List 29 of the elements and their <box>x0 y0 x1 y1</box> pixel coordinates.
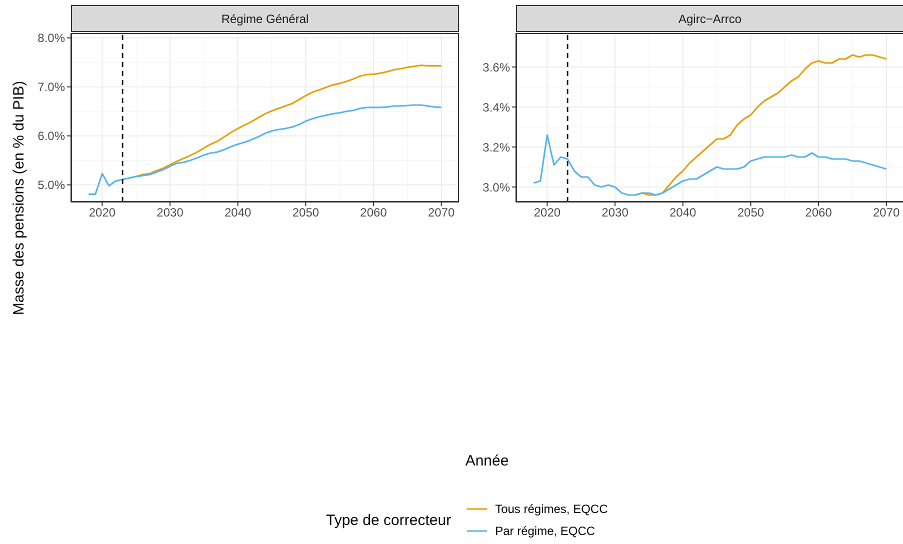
x-tick-label: 2070 <box>428 206 456 220</box>
y-tick-label: 7.0% <box>38 80 66 94</box>
x-tick-label: 2040 <box>670 206 697 220</box>
chart-title: Régime Général <box>71 5 459 32</box>
x-tick-label: 2020 <box>534 206 561 220</box>
chart-title: Agirc−Arrco <box>516 5 903 32</box>
x-tick-label: 2040 <box>224 206 252 220</box>
line-series <box>532 134 888 196</box>
y-tick-label: 3.2% <box>482 140 510 154</box>
y-tick-label: 3.0% <box>482 180 510 194</box>
x-tick-label: 2020 <box>88 206 116 220</box>
y-tick-label: 3.4% <box>482 100 510 114</box>
y-tick-label: 5.0% <box>38 178 66 192</box>
legend-title: Type de correcteur <box>326 512 452 528</box>
y-axis-title: Masse des pensions (en % du PIB) <box>10 80 28 316</box>
legend-label: Tous régimes, EQCC <box>495 502 608 516</box>
y-tick-label: 6.0% <box>38 129 66 144</box>
line-series <box>88 104 442 195</box>
legend-label: Par régime, EQCC <box>495 524 596 538</box>
x-tick-label: 2050 <box>737 206 764 220</box>
x-tick-label: 2060 <box>805 206 832 220</box>
x-tick-label: 2030 <box>156 206 184 220</box>
x-tick-label: 2060 <box>360 206 388 220</box>
x-axis-title: Année <box>465 452 509 470</box>
x-tick-label: 2070 <box>873 206 900 220</box>
y-tick-label: 3.6% <box>482 60 510 74</box>
y-tick-label: 8.0% <box>38 31 66 46</box>
x-tick-label: 2030 <box>602 206 629 220</box>
x-tick-label: 2050 <box>292 206 320 220</box>
